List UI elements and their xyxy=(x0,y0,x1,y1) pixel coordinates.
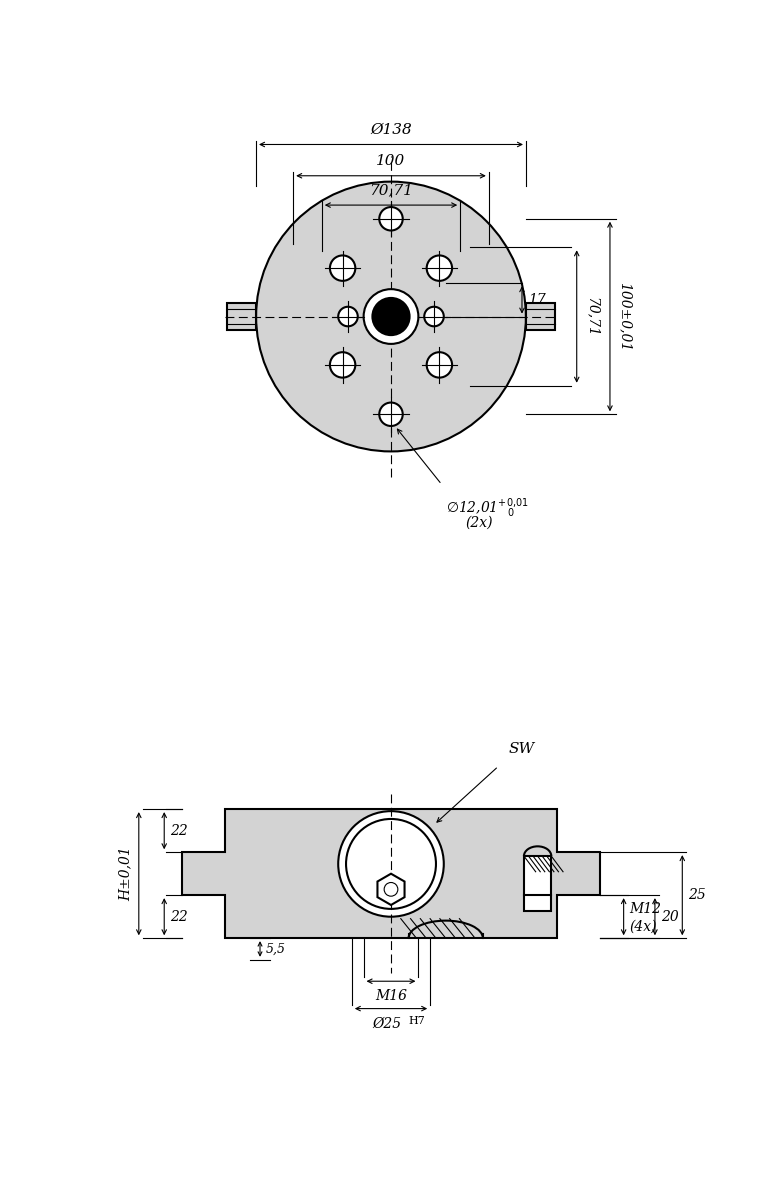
Circle shape xyxy=(330,353,355,378)
Text: (4x): (4x) xyxy=(630,919,657,934)
Text: 5,5: 5,5 xyxy=(266,942,286,955)
Polygon shape xyxy=(384,310,398,323)
Circle shape xyxy=(427,353,452,378)
Circle shape xyxy=(330,256,355,281)
Polygon shape xyxy=(526,302,555,330)
Circle shape xyxy=(256,181,526,451)
Circle shape xyxy=(379,208,403,230)
Text: 100±0,01: 100±0,01 xyxy=(618,282,632,352)
Circle shape xyxy=(384,882,398,896)
Text: (2x): (2x) xyxy=(465,516,493,530)
Circle shape xyxy=(364,289,418,344)
Circle shape xyxy=(339,307,358,326)
Text: H7: H7 xyxy=(409,1016,425,1026)
Circle shape xyxy=(379,402,403,426)
Circle shape xyxy=(425,307,444,326)
Polygon shape xyxy=(227,302,256,330)
Text: 70,71: 70,71 xyxy=(585,296,598,336)
Text: 22: 22 xyxy=(170,823,188,838)
Text: $\varnothing$12,01$^{+0{,}01}_{\ \ \ 0}$: $\varnothing$12,01$^{+0{,}01}_{\ \ \ 0}$ xyxy=(446,497,529,520)
Text: 17: 17 xyxy=(528,293,546,307)
Circle shape xyxy=(338,811,444,917)
Circle shape xyxy=(372,298,410,335)
Polygon shape xyxy=(181,809,601,938)
Text: 100: 100 xyxy=(376,154,406,168)
Text: 70,71: 70,71 xyxy=(369,184,413,197)
Circle shape xyxy=(427,256,452,281)
Circle shape xyxy=(346,818,436,908)
Text: 22: 22 xyxy=(170,910,188,924)
Text: H±0,01: H±0,01 xyxy=(119,846,133,901)
Polygon shape xyxy=(524,856,551,911)
Text: M12: M12 xyxy=(630,902,662,916)
Text: SW: SW xyxy=(508,743,534,756)
Text: Ø25: Ø25 xyxy=(372,1016,402,1031)
Text: 25: 25 xyxy=(688,888,706,902)
Text: 20: 20 xyxy=(661,910,679,924)
Text: M16: M16 xyxy=(375,989,407,1003)
Text: Ø138: Ø138 xyxy=(370,122,412,137)
Polygon shape xyxy=(378,874,404,905)
